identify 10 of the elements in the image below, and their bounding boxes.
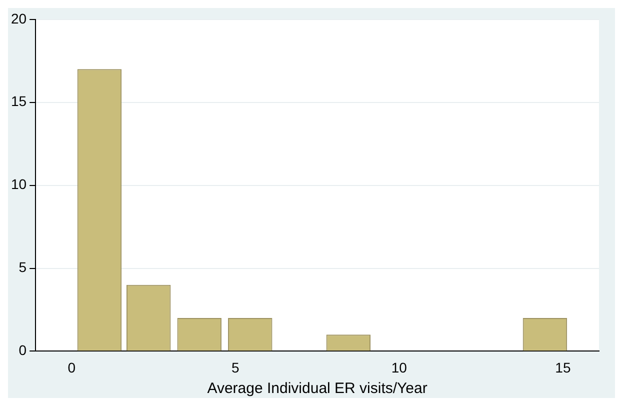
y-tick-label: 5 <box>18 259 27 276</box>
x-tick-label: 10 <box>391 359 408 376</box>
y-tick-label: 20 <box>10 10 27 26</box>
x-tick-label: 5 <box>231 359 240 376</box>
x-axis-title: Average Individual ER visits/Year <box>207 380 428 398</box>
y-tick-label: 10 <box>10 176 27 192</box>
y-tick-label: 0 <box>18 342 27 358</box>
x-tick-label: 0 <box>68 359 76 376</box>
y-tick-label: 15 <box>10 93 27 110</box>
x-tick-label: 15 <box>555 359 571 376</box>
